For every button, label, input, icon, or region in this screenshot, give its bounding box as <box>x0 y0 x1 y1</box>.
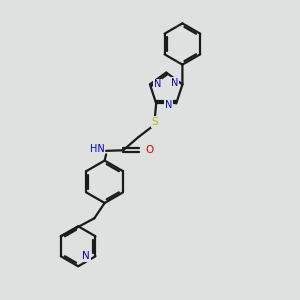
Text: O: O <box>146 145 154 155</box>
Text: N: N <box>171 78 178 88</box>
Text: S: S <box>152 117 158 127</box>
Text: N: N <box>82 251 90 261</box>
Text: HN: HN <box>90 143 105 154</box>
Text: N: N <box>165 100 172 110</box>
Text: N: N <box>154 80 161 89</box>
